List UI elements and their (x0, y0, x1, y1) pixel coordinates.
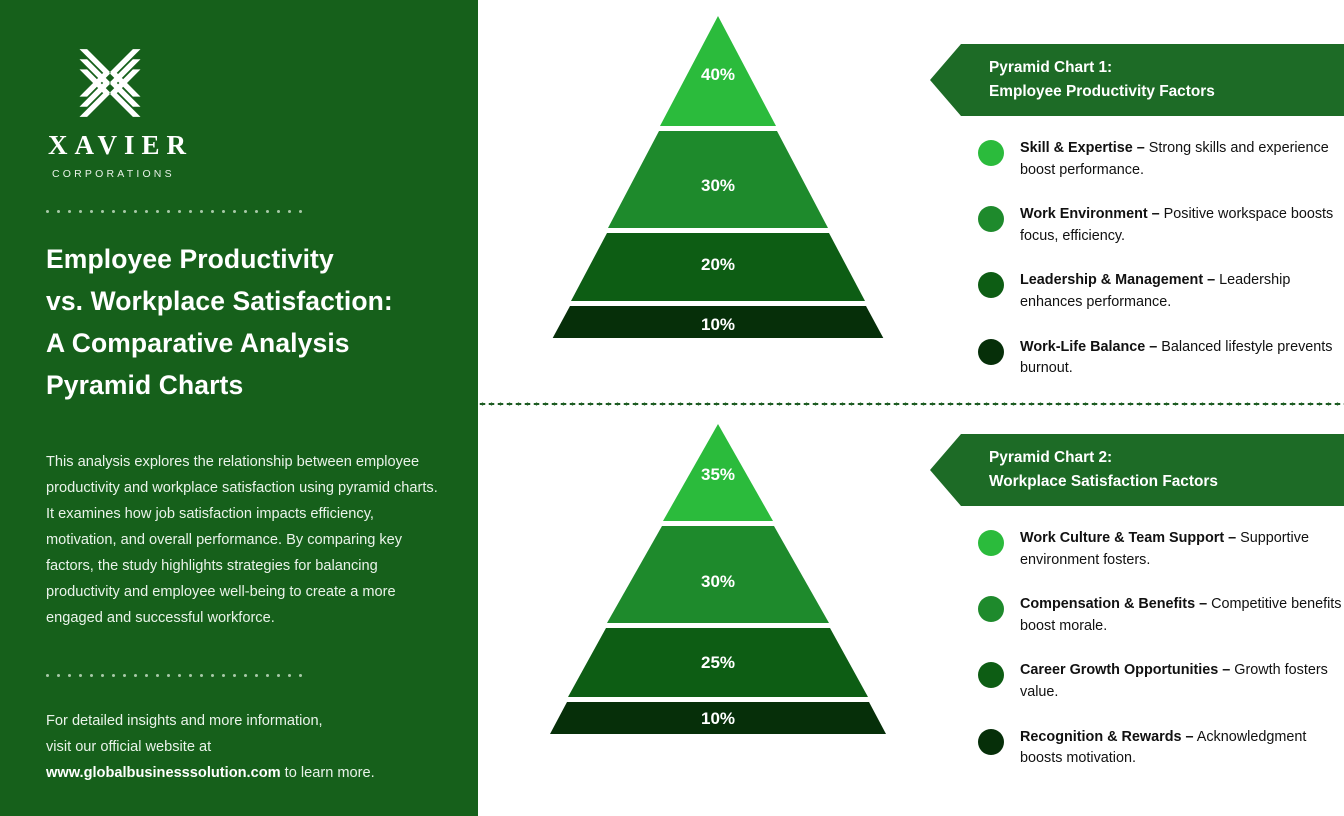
legend-item-text: Compensation & Benefits – Competitive be… (1020, 594, 1344, 637)
legend-color-dot-icon (978, 206, 1004, 233)
pyramid-1-label-4: 10% (701, 315, 735, 334)
pyramid-2-tier-2 (607, 526, 829, 623)
legend-color-dot-icon (978, 272, 1004, 299)
pyramid-2-tier-1 (663, 424, 773, 521)
brand-tagline: CORPORATIONS (52, 168, 175, 180)
brand-logo: XAVIER CORPORATIONS (46, 44, 448, 180)
pyramid-1-label-1: 40% (701, 65, 735, 84)
chart-1-legend: Skill & Expertise – Strong skills and ex… (978, 138, 1344, 403)
pyramid-chart-1: 40% 30% 20% 10% (518, 8, 918, 338)
pyramid-1-tier-3 (571, 233, 865, 301)
legend-item-desc: Positive workspace boosts focus, efficie… (1020, 206, 1334, 244)
pyramid-2-label-4: 10% (701, 709, 735, 728)
pyramid-2-tier-4 (550, 702, 886, 734)
footer-line-3-tail: to learn more. (280, 765, 375, 782)
pyramid-2-tier-3 (568, 628, 868, 697)
footer-line-1: For detailed insights and more informati… (46, 713, 323, 730)
legend-color-dot-icon (978, 728, 1004, 755)
section-divider (478, 402, 1344, 406)
legend-item-desc: Leadership enhances performance. (1020, 272, 1291, 311)
legend-color-dot-icon (978, 662, 1004, 689)
dotted-divider-bottom (46, 674, 448, 678)
contact-footer: For detailed insights and more informati… (46, 709, 448, 787)
chart-2-title-banner: Pyramid Chart 2: Workplace Satisfaction … (930, 434, 1344, 506)
brand-wordmark: XAVIER (48, 130, 194, 160)
charts-area: 40% 30% 20% 10% Pyramid Chart 1: Employe… (478, 0, 1344, 816)
legend-color-dot-icon (978, 530, 1004, 556)
legend-item[interactable]: Work Environment – Positive workspace bo… (978, 204, 1344, 247)
title-line-1: Employee Productivity (46, 244, 334, 274)
legend-item-text: Recognition & Rewards – Acknowledgment b… (1020, 727, 1344, 770)
pyramid-chart-2: 35% 30% 25% 10% (518, 416, 918, 746)
legend-item-title: Leadership & Management – (1020, 272, 1216, 289)
legend-item-title: Work Culture & Team Support – (1020, 530, 1237, 546)
legend-color-dot-icon (978, 140, 1004, 166)
pyramid-1-tier-1 (660, 16, 776, 126)
legend-item[interactable]: Compensation & Benefits – Competitive be… (978, 594, 1344, 637)
chart-2-title-line-2: Workplace Satisfaction Factors (989, 473, 1218, 490)
chart-1-title-line-1: Pyramid Chart 1: (989, 58, 1113, 76)
left-info-panel: XAVIER CORPORATIONS Employee Productivit… (0, 0, 478, 816)
chart-1-title-line-2: Employee Productivity Factors (989, 83, 1215, 100)
legend-item-desc: Strong skills and experience boost perfo… (1020, 140, 1329, 178)
page-title: Employee Productivity vs. Workplace Sati… (46, 239, 448, 406)
pyramid-2-label-3: 25% (701, 653, 735, 672)
intro-paragraph: This analysis explores the relationship … (46, 454, 438, 627)
pyramid-1-tier-2 (608, 131, 828, 228)
legend-item-title: Work-Life Balance – (1020, 338, 1158, 355)
legend-item[interactable]: Career Growth Opportunities – Growth fos… (978, 660, 1344, 703)
pyramid-1-tier-4 (552, 306, 884, 338)
footer-line-3: www.globalbusinesssolution.com to learn … (46, 761, 448, 787)
legend-item[interactable]: Skill & Expertise – Strong skills and ex… (978, 138, 1344, 181)
legend-color-dot-icon (978, 596, 1004, 623)
title-line-4: Pyramid Charts (46, 369, 244, 400)
website-link[interactable]: www.globalbusinesssolution.com (46, 765, 281, 782)
legend-item-desc: Competitive benefits boost morale. (1020, 596, 1342, 634)
legend-item-text: Leadership & Management – Leadership enh… (1020, 270, 1344, 313)
legend-item-text: Work Culture & Team Support – Supportive… (1020, 528, 1344, 571)
legend-item-desc: Balanced lifestyle prevents burnout. (1020, 338, 1333, 377)
legend-item-title: Compensation & Benefits – (1020, 596, 1208, 613)
pyramid-2-label-2: 30% (701, 572, 735, 591)
chart-1-title-banner: Pyramid Chart 1: Employee Productivity F… (930, 44, 1344, 116)
legend-item-desc: Growth fosters value. (1020, 662, 1328, 701)
x-chevron-logo-icon (79, 49, 141, 117)
legend-item-title: Career Growth Opportunities – (1020, 662, 1231, 679)
legend-item-desc: Acknowledgment boosts motivation. (1020, 728, 1307, 767)
legend-item[interactable]: Leadership & Management – Leadership enh… (978, 270, 1344, 313)
pyramid-1-label-3: 20% (701, 255, 735, 274)
legend-item-title: Skill & Expertise – (1020, 140, 1145, 156)
legend-item[interactable]: Work Culture & Team Support – Supportive… (978, 528, 1344, 571)
legend-color-dot-icon (978, 338, 1004, 365)
legend-item[interactable]: Recognition & Rewards – Acknowledgment b… (978, 727, 1344, 770)
pyramid-1-label-2: 30% (701, 176, 735, 195)
chart-2-legend: Work Culture & Team Support – Supportive… (978, 528, 1344, 793)
chart-2-title-line-1: Pyramid Chart 2: (989, 448, 1113, 466)
legend-item-title: Work Environment – (1020, 206, 1160, 223)
legend-item-text: Work Environment – Positive workspace bo… (1020, 204, 1344, 247)
title-line-2: vs. Workplace Satisfaction: (46, 285, 393, 316)
footer-line-2: visit our official website at (46, 739, 212, 756)
chart-section-2: 35% 30% 25% 10% Pyramid Chart 2: Workpla… (478, 408, 1344, 798)
legend-item-title: Recognition & Rewards – (1020, 728, 1194, 745)
title-line-3: A Comparative Analysis (46, 327, 350, 358)
legend-item-text: Career Growth Opportunities – Growth fos… (1020, 660, 1344, 703)
legend-item-desc: Supportive environment fosters. (1020, 530, 1309, 568)
dotted-divider-top (46, 210, 448, 213)
legend-item[interactable]: Work-Life Balance – Balanced lifestyle p… (978, 337, 1344, 380)
legend-item-text: Work-Life Balance – Balanced lifestyle p… (1020, 337, 1344, 380)
legend-item-text: Skill & Expertise – Strong skills and ex… (1020, 138, 1344, 181)
pyramid-2-label-1: 35% (701, 465, 735, 484)
chart-section-1: 40% 30% 20% 10% Pyramid Chart 1: Employe… (478, 0, 1344, 390)
